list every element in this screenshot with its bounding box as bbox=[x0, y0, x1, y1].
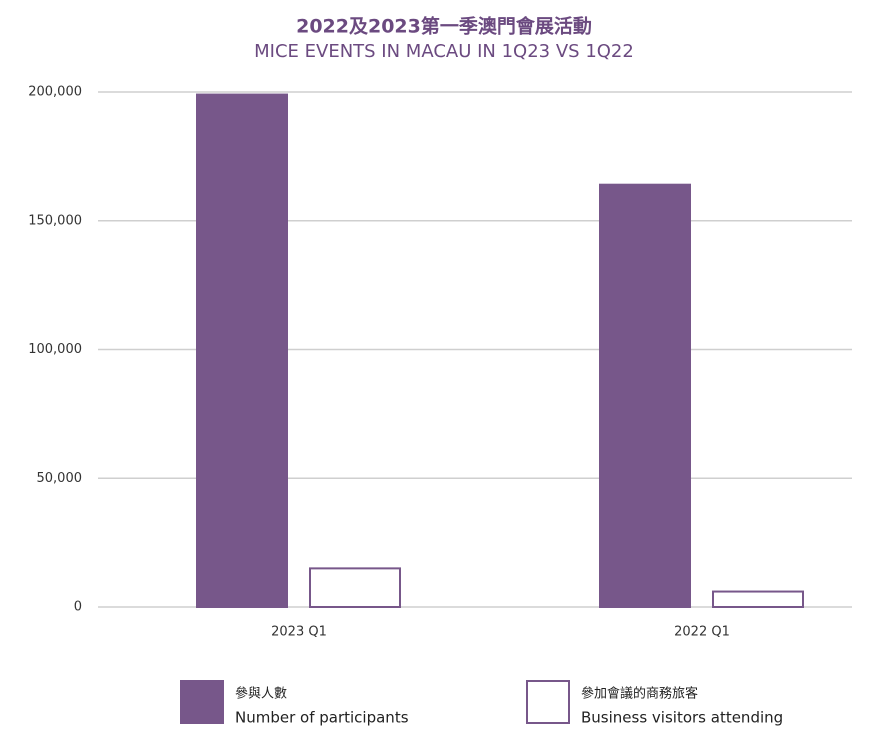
bar bbox=[196, 93, 288, 608]
x-tick-label: 2023 Q1 bbox=[271, 625, 327, 640]
legend-label: 參與人數 bbox=[235, 687, 287, 702]
legend-swatch bbox=[526, 680, 570, 724]
legend-label: 參加會議的商務旅客 bbox=[581, 686, 698, 702]
bar bbox=[309, 567, 401, 608]
bar bbox=[599, 183, 691, 608]
chart-subtitle: MICE EVENTS IN MACAU IN 1Q23 VS 1Q22 bbox=[254, 41, 634, 62]
legend-label-en: Number of participants bbox=[235, 709, 409, 727]
y-tick-label: 200,000 bbox=[28, 85, 82, 100]
legend-swatch bbox=[180, 680, 224, 724]
x-tick-label: 2022 Q1 bbox=[674, 625, 730, 640]
y-tick-label: 150,000 bbox=[28, 213, 82, 228]
y-tick-label: 0 bbox=[74, 600, 82, 615]
bar bbox=[712, 590, 804, 608]
chart-title: 2022及2023第一季澳門會展活動 bbox=[296, 15, 592, 38]
y-tick-label: 50,000 bbox=[37, 471, 83, 486]
y-tick-label: 100,000 bbox=[28, 342, 82, 357]
legend-label-en: Business visitors attending bbox=[581, 709, 783, 727]
